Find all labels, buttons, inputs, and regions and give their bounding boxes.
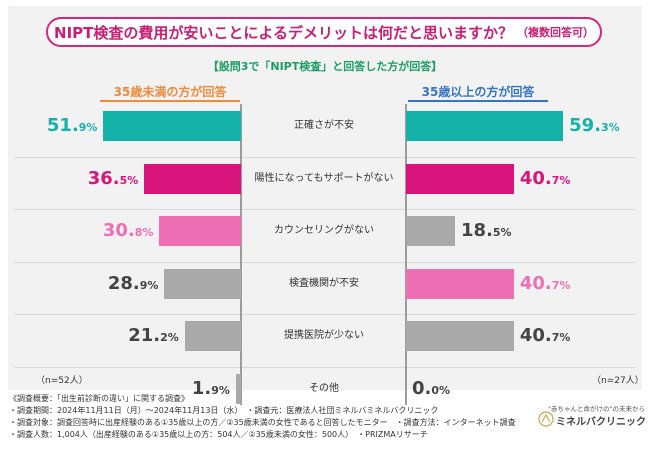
- right-value-label: 18.5%: [461, 220, 512, 242]
- category-label: カウンセリングがない: [274, 225, 374, 237]
- logo-tagline: "赤ちゃんと命がけの"の未来から: [548, 405, 645, 413]
- right-bar: [406, 216, 456, 247]
- footer-survey-title: 《調査概要：「出生前診断の違い」に関する調査》: [9, 394, 189, 403]
- right-sample-size: （n=27人）: [592, 376, 644, 386]
- left-value-label: 21.2%: [128, 325, 179, 347]
- right-axis: [405, 104, 407, 405]
- right-value-label: 0.0%: [412, 377, 451, 399]
- left-bar: [144, 163, 241, 194]
- row-separator: [14, 366, 636, 368]
- left-group-label: 35歳未満の方が回答: [113, 85, 227, 99]
- chart-title-note: （複数回答可）: [516, 26, 594, 39]
- right-value-label: 40.7%: [519, 325, 571, 347]
- right-bar: [406, 268, 514, 299]
- right-group-underline: [408, 100, 548, 102]
- footer-survey-period: ・調査期間：2024年11月11日（月）～2024年11月13日（水） ・調査元…: [9, 406, 439, 415]
- chart-frame: [8, 6, 642, 390]
- clinic-logo: "赤ちゃんと命がけの"の未来から ミネルバクリニック: [538, 403, 648, 433]
- row-separator: [14, 261, 636, 263]
- row-separator: [14, 156, 636, 158]
- row-separator: [14, 314, 636, 315]
- left-axis: [240, 104, 242, 405]
- right-value-label: 40.7%: [519, 272, 571, 294]
- category-label: 正確さが不安: [294, 120, 354, 132]
- right-value-label: 40.7%: [519, 167, 571, 189]
- right-value-label: 59.3%: [569, 115, 620, 137]
- chart-title-box: NIPT検査の費用が安いことによるデメリットは何だと思いますか？ （複数回答可）: [46, 17, 602, 47]
- category-label: 提携医院が少ない: [284, 330, 364, 342]
- footer-survey-target: ・調査対象：調査回答時に出産経験のある①35歳以上の方／②35歳未満の女性である…: [9, 418, 516, 427]
- logo-mark-icon: [538, 411, 554, 427]
- left-bar: [184, 321, 241, 352]
- chart-title: NIPT検査の費用が安いことによるデメリットは何だと思いますか？: [54, 23, 513, 42]
- logo-name: ミネルバクリニック: [556, 417, 646, 428]
- category-label: 陽性になってもサポートがない: [254, 172, 394, 184]
- left-group-underline: [100, 100, 240, 102]
- left-value-label: 30.8%: [102, 220, 154, 242]
- footer-survey-count: ・調査人数：1,004人（出産経験のある①35歳以上の方：504人／②35歳未満…: [9, 430, 428, 439]
- category-label: その他: [309, 382, 339, 394]
- left-sample-size: （n=52人）: [36, 376, 88, 386]
- right-bar: [406, 111, 564, 142]
- left-bar: [159, 216, 241, 247]
- chart-subtitle: 【設問3で「NIPT検査」と回答した方が回答】: [207, 60, 443, 73]
- left-bar: [235, 373, 241, 404]
- left-value-label: 51.9%: [46, 115, 98, 137]
- left-value-label: 36.5%: [87, 167, 139, 189]
- left-value-label: 28.9%: [107, 272, 159, 294]
- left-bar: [103, 111, 241, 142]
- right-group-label: 35歳以上の方が回答: [421, 85, 535, 99]
- left-value-label: 1.9%: [191, 377, 230, 399]
- row-separator: [14, 209, 636, 210]
- left-bar: [164, 268, 241, 299]
- right-bar: [406, 163, 514, 194]
- right-bar: [406, 321, 514, 352]
- category-label: 検査機関が不安: [289, 277, 359, 289]
